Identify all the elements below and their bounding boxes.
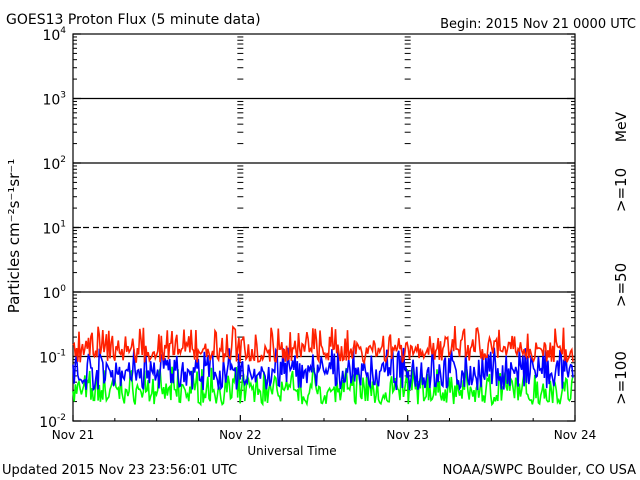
series-layer	[72, 324, 574, 407]
y-tick-label: 101	[42, 220, 66, 238]
x-axis-label: Universal Time	[247, 444, 336, 458]
y-tick-label: 103	[42, 91, 66, 109]
x-tick-label: Nov 23	[386, 428, 429, 442]
y-tick-label: 100	[42, 284, 66, 302]
legend-entry-ge100: >=100	[612, 351, 630, 405]
credit: NOAA/SWPC Boulder, CO USA	[443, 463, 636, 478]
y-tick-labels: 10-2 10-1 100 101 102 103 104	[39, 26, 66, 431]
begin-time: Begin: 2015 Nov 21 0000 UTC	[440, 17, 636, 32]
chart-title: GOES13 Proton Flux (5 minute data)	[6, 12, 261, 28]
series-line-ge50	[72, 347, 574, 392]
y-tick-label: 104	[42, 26, 66, 44]
updated-time: Updated 2015 Nov 23 23:56:01 UTC	[2, 463, 237, 478]
x-tick-labels: Nov 21 Nov 22 Nov 23 Nov 24	[52, 428, 597, 442]
y-axis-label: Particles cm⁻²s⁻¹sr⁻¹	[5, 159, 23, 313]
y-tick-label: 10-1	[39, 349, 66, 367]
x-tick-label: Nov 24	[554, 428, 597, 442]
legend-entry-ge50: >=50	[612, 263, 630, 307]
y-tick-label: 102	[42, 155, 66, 173]
x-tick-label: Nov 21	[52, 428, 95, 442]
grid	[73, 97, 575, 358]
series-line-ge100	[72, 366, 574, 407]
x-tick-label: Nov 22	[219, 428, 262, 442]
legend-unit: MeV	[614, 111, 630, 142]
legend-entry-ge10: >=10	[612, 168, 630, 212]
y-tick-label: 10-2	[39, 413, 66, 431]
series-line-ge10	[72, 324, 574, 365]
